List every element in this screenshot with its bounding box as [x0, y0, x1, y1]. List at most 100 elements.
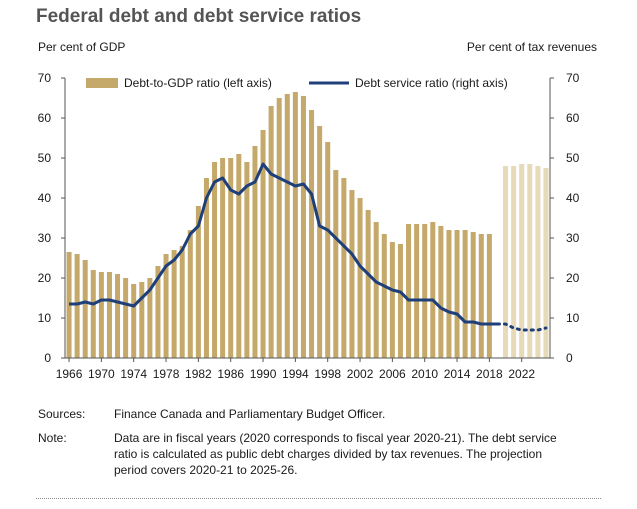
- x-tick-label: 2014: [444, 367, 471, 381]
- debt-to-gdp-bar: [115, 274, 121, 358]
- debt-to-gdp-bar: [90, 270, 96, 358]
- debt-to-gdp-bar: [187, 230, 193, 358]
- debt-to-gdp-bar: [300, 96, 306, 358]
- x-tick-label: 2010: [411, 367, 438, 381]
- y-tick-label-right: 0: [566, 351, 573, 365]
- debt-to-gdp-bar: [341, 178, 347, 358]
- y-tick-label-left: 20: [38, 271, 52, 285]
- note: Note: Data are in fiscal years (2020 cor…: [38, 430, 598, 486]
- x-tick-label: 1998: [314, 367, 341, 381]
- bar-series: [66, 92, 549, 358]
- debt-to-gdp-bar: [179, 246, 185, 358]
- debt-to-gdp-bar: [333, 170, 339, 358]
- x-tick-label: 1978: [153, 367, 180, 381]
- y-tick-label-right: 30: [566, 231, 580, 245]
- x-tick-label: 1966: [56, 367, 83, 381]
- y-tick-label-left: 50: [38, 151, 52, 165]
- y-tick-label-right: 70: [566, 71, 580, 85]
- y-tick-label-right: 60: [566, 111, 580, 125]
- debt-to-gdp-bar: [220, 158, 226, 358]
- debt-to-gdp-bar: [454, 230, 460, 358]
- debt-to-gdp-bar: [74, 254, 80, 358]
- debt-to-gdp-bar: [155, 266, 161, 358]
- debt-to-gdp-bar: [406, 224, 412, 358]
- debt-to-gdp-bar: [276, 98, 282, 358]
- legend: Debt-to-GDP ratio (left axis) Debt servi…: [86, 76, 508, 90]
- debt-to-gdp-bar: [381, 234, 387, 358]
- left-axis-title: Per cent of GDP: [38, 40, 126, 54]
- debt-service-line: [69, 162, 498, 326]
- chart-title: Federal debt and debt service ratios: [36, 6, 362, 27]
- debt-to-gdp-bar: [171, 250, 177, 358]
- legend-bar-swatch: [86, 78, 118, 88]
- axes: 0 0 10 10 20 20 30 30 40 40 50 50 60 60 70 70 1966 1970 19…: [38, 71, 580, 381]
- debt-to-gdp-bar: [478, 234, 484, 358]
- debt-to-gdp-bar: [82, 260, 88, 358]
- line-series: [69, 162, 548, 332]
- note-text: Data are in fiscal years (2020 correspon…: [114, 431, 557, 477]
- debt-to-gdp-bar: [462, 230, 468, 358]
- debt-to-gdp-bar: [325, 142, 331, 358]
- divider: [36, 498, 601, 499]
- debt-to-gdp-bar: [349, 190, 355, 358]
- debt-to-gdp-bar: [430, 222, 436, 358]
- chart-area: 0 0 10 10 20 20 30 30 40 40 50 50 60 60 70 70 1966 1970 19…: [38, 71, 580, 381]
- debt-to-gdp-bar: [414, 224, 420, 358]
- x-tick-label: 2006: [379, 367, 406, 381]
- debt-to-gdp-bar: [260, 130, 266, 358]
- debt-to-gdp-bar: [147, 278, 153, 358]
- debt-to-gdp-bar: [228, 158, 234, 358]
- debt-to-gdp-bar: [106, 272, 112, 358]
- debt-to-gdp-bar: [123, 278, 129, 358]
- debt-to-gdp-bar: [284, 94, 290, 358]
- debt-to-gdp-bar: [236, 154, 242, 358]
- debt-to-gdp-bar: [244, 162, 250, 358]
- debt-to-gdp-bar: [389, 242, 395, 358]
- debt-to-gdp-bar: [252, 146, 258, 358]
- debt-to-gdp-bar: [446, 230, 452, 358]
- sources-text: Finance Canada and Parliamentary Budget …: [114, 407, 386, 421]
- x-tick-label: 2002: [347, 367, 374, 381]
- debt-to-gdp-bar: [195, 206, 201, 358]
- y-tick-label-right: 40: [566, 191, 580, 205]
- y-tick-label-left: 60: [38, 111, 52, 125]
- x-tick-label: 1974: [120, 367, 147, 381]
- projection-bar: [527, 164, 533, 358]
- debt-to-gdp-bar: [373, 222, 379, 358]
- y-tick-label-right: 20: [566, 271, 580, 285]
- x-tick-label: 2022: [508, 367, 535, 381]
- y-tick-label-left: 40: [38, 191, 52, 205]
- debt-to-gdp-bar: [131, 284, 137, 358]
- debt-to-gdp-bar: [139, 282, 145, 358]
- projection-bar: [519, 164, 525, 358]
- debt-to-gdp-bar: [309, 110, 315, 358]
- y-tick-label-left: 0: [44, 351, 51, 365]
- debt-to-gdp-bar: [365, 210, 371, 358]
- debt-to-gdp-bar: [438, 226, 444, 358]
- x-tick-label: 1994: [282, 367, 309, 381]
- debt-to-gdp-bar: [163, 254, 169, 358]
- projection-bar: [511, 166, 517, 358]
- debt-to-gdp-bar: [317, 126, 323, 358]
- legend-line-label: Debt service ratio (right axis): [355, 76, 508, 90]
- y-tick-label-left: 10: [38, 311, 52, 325]
- debt-service-projection-line: [495, 322, 548, 332]
- debt-to-gdp-bar: [357, 198, 363, 358]
- projection-bar: [535, 166, 541, 358]
- y-tick-label-right: 50: [566, 151, 580, 165]
- x-tick-label: 1986: [217, 367, 244, 381]
- y-tick-label-right: 10: [566, 311, 580, 325]
- right-axis-title: Per cent of tax revenues: [466, 40, 597, 54]
- debt-to-gdp-bar: [212, 162, 218, 358]
- debt-to-gdp-bar: [470, 232, 476, 358]
- debt-to-gdp-bar: [98, 272, 104, 358]
- projection-bar: [543, 168, 549, 358]
- x-tick-label: 1982: [185, 367, 212, 381]
- debt-to-gdp-bar: [422, 224, 428, 358]
- projection-bar: [503, 166, 509, 358]
- sources-label: Sources:: [38, 407, 86, 421]
- note-label: Note:: [38, 431, 67, 445]
- debt-to-gdp-bar: [268, 106, 274, 358]
- debt-to-gdp-bar: [292, 92, 298, 358]
- x-tick-label: 1970: [88, 367, 115, 381]
